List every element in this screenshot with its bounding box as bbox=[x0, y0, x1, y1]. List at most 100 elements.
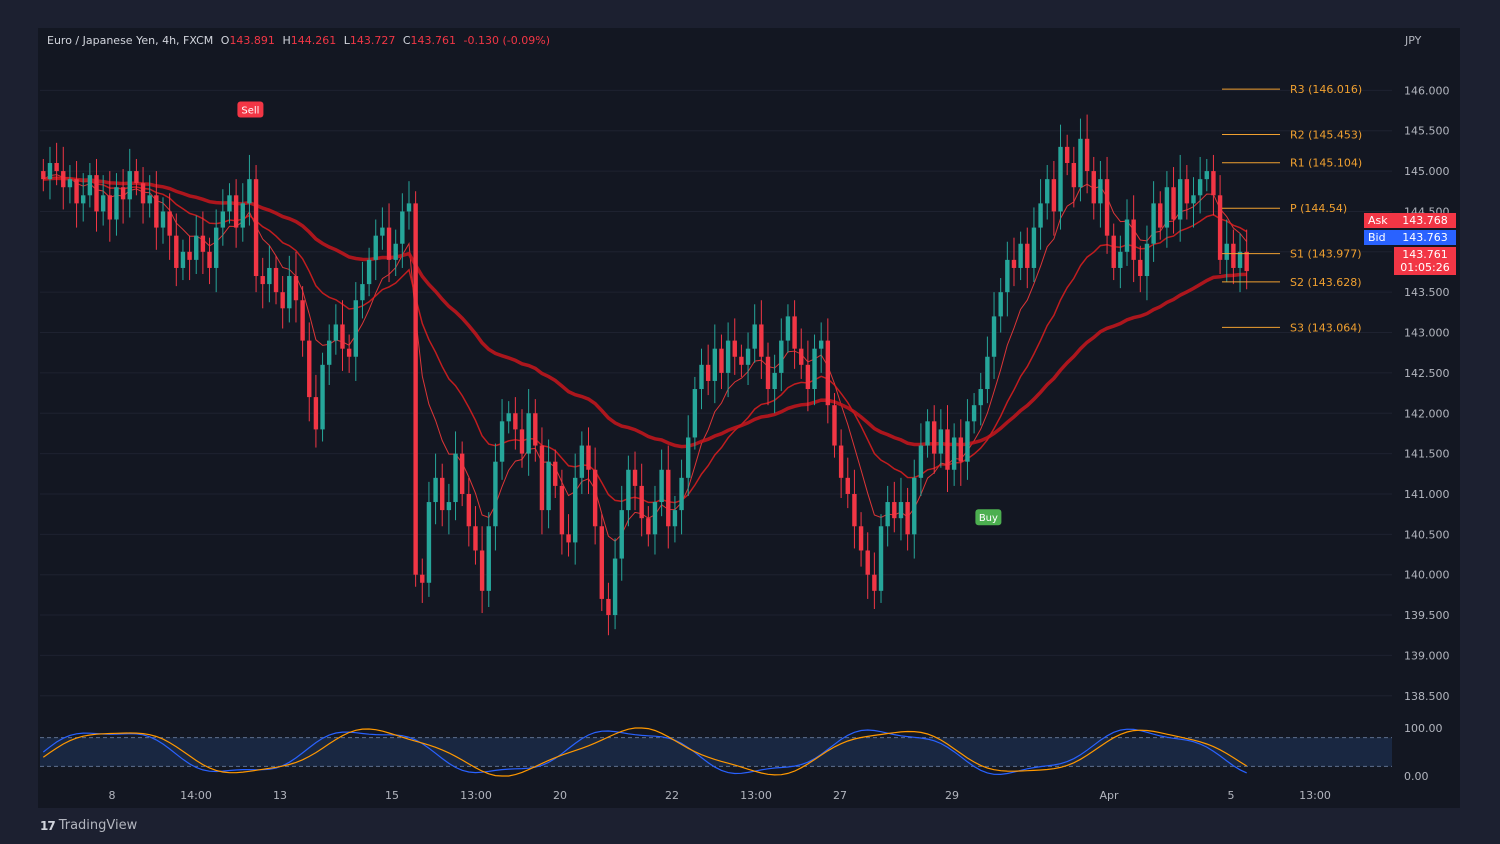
candle-body bbox=[194, 235, 199, 260]
candle-body bbox=[1191, 195, 1196, 204]
candle-body bbox=[420, 574, 425, 583]
candle-body bbox=[307, 340, 312, 398]
bid-label: Bid bbox=[1364, 230, 1400, 245]
candle-body bbox=[107, 195, 113, 220]
price-tick-label: 141.500 bbox=[1404, 448, 1450, 461]
candle-body bbox=[705, 364, 711, 381]
pivot-label-r3: R3 (146.016) bbox=[1290, 83, 1362, 96]
low-value: 143.727 bbox=[349, 34, 396, 47]
candle-body bbox=[872, 574, 877, 591]
candle-body bbox=[466, 493, 472, 527]
candle-body bbox=[373, 235, 378, 260]
symbol-legend: Euro / Japanese Yen, 4h, FXCM O143.891 H… bbox=[47, 34, 550, 47]
candle-body bbox=[260, 276, 265, 285]
price-tick-label: 140.500 bbox=[1404, 528, 1450, 541]
candle-body bbox=[765, 356, 771, 390]
candles bbox=[41, 114, 1249, 636]
candle-body bbox=[140, 183, 146, 204]
price-tick-label: 142.500 bbox=[1404, 367, 1450, 380]
candle-body bbox=[1204, 171, 1209, 180]
pivot-label-s2: S2 (143.628) bbox=[1290, 276, 1362, 289]
candle-body bbox=[945, 429, 950, 470]
time-tick-label: 27 bbox=[833, 789, 847, 802]
tradingview-logo-text: TradingView bbox=[58, 818, 138, 833]
candle-body bbox=[1171, 187, 1176, 220]
candle-body bbox=[213, 227, 219, 268]
oscillator-tick-label: 100.00 bbox=[1404, 722, 1443, 735]
candle-body bbox=[579, 445, 585, 478]
tradingview-logo[interactable]: 17 TradingView bbox=[40, 818, 137, 833]
candle-body bbox=[300, 300, 305, 341]
time-axis[interactable]: 8 14:00 13 15 13:00 20 22 13:00 27 29 Apr 5 13:00 bbox=[109, 789, 1331, 802]
candle-body bbox=[1237, 251, 1243, 268]
candle-body bbox=[1038, 203, 1043, 228]
candle-body bbox=[998, 292, 1003, 317]
candle-body bbox=[1091, 171, 1096, 204]
candle-body bbox=[599, 526, 604, 599]
candle-body bbox=[1244, 251, 1249, 272]
oscillator-d-line bbox=[42, 727, 1248, 777]
candle-body bbox=[1211, 171, 1216, 196]
candle-body bbox=[174, 235, 179, 268]
pivot-label-s1: S1 (143.977) bbox=[1290, 248, 1362, 261]
candle-body bbox=[293, 276, 299, 301]
signal-label: Buy bbox=[979, 513, 998, 524]
candle-body bbox=[41, 171, 46, 180]
candle-body bbox=[486, 526, 491, 591]
candle-body bbox=[313, 397, 319, 430]
price-axis[interactable]: 146.000145.500145.000144.500144.000143.5… bbox=[1404, 84, 1450, 702]
candle-body bbox=[759, 324, 764, 357]
chart-frame bbox=[38, 28, 1460, 808]
price-tick-label: 143.000 bbox=[1404, 327, 1450, 340]
buy-signal[interactable]: Buy bbox=[975, 509, 1002, 526]
currency-label: JPY bbox=[1405, 34, 1422, 47]
candle-body bbox=[200, 235, 206, 252]
open-value: 143.891 bbox=[229, 34, 275, 47]
candle-body bbox=[440, 477, 445, 511]
candle-body bbox=[1111, 235, 1116, 268]
candle-body bbox=[240, 203, 245, 228]
price-tick-label: 139.500 bbox=[1404, 609, 1450, 622]
candle-body bbox=[253, 179, 259, 277]
oscillator-pane: 100.00 0.00 bbox=[40, 722, 1443, 783]
candle-body bbox=[1071, 163, 1077, 188]
candle-body bbox=[493, 461, 498, 527]
candle-body bbox=[74, 179, 79, 204]
candle-body bbox=[340, 324, 345, 349]
candle-body bbox=[353, 300, 358, 357]
candle-body bbox=[958, 437, 963, 462]
candle-body bbox=[1078, 138, 1083, 188]
candle-body bbox=[267, 267, 272, 285]
candle-body bbox=[978, 389, 983, 406]
moving-average-8 bbox=[43, 174, 1248, 542]
candle-body bbox=[207, 251, 212, 268]
candle-body bbox=[799, 348, 804, 365]
candle-body bbox=[54, 163, 59, 172]
candle-body bbox=[346, 348, 352, 357]
candle-body bbox=[1005, 259, 1010, 293]
pivot-label-r2: R2 (145.453) bbox=[1290, 129, 1362, 142]
candle-body bbox=[160, 211, 166, 228]
candle-body bbox=[233, 195, 239, 228]
candle-body bbox=[1018, 243, 1023, 268]
candle-body bbox=[453, 453, 458, 503]
candle-body bbox=[1011, 259, 1017, 268]
symbol-name: Euro / Japanese Yen, 4h, FXCM bbox=[47, 34, 214, 47]
candle-body bbox=[632, 469, 638, 486]
high-label: H bbox=[282, 34, 291, 47]
sell-signal[interactable]: Sell bbox=[237, 101, 264, 118]
candle-body bbox=[114, 187, 119, 220]
candle-body bbox=[426, 502, 432, 583]
candle-body bbox=[61, 171, 66, 188]
time-tick-label: 13:00 bbox=[460, 789, 492, 802]
candle-body bbox=[845, 477, 850, 494]
pivot-label-r1: R1 (145.104) bbox=[1290, 157, 1362, 170]
price-tick-label: 145.000 bbox=[1404, 165, 1450, 178]
candle-body bbox=[187, 251, 192, 260]
oscillator-tick-label: 0.00 bbox=[1404, 770, 1429, 783]
candle-body bbox=[812, 348, 817, 390]
candle-body bbox=[333, 324, 339, 341]
candle-body bbox=[606, 598, 611, 616]
candle-body bbox=[227, 195, 232, 212]
